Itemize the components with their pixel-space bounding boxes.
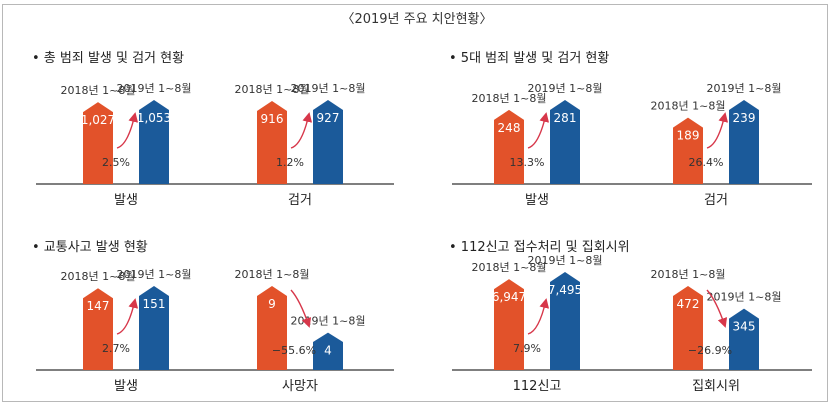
period-label-y2019-p1-g2: 2019년 1~8월 [291,82,366,95]
change-label-p3-g2: −55.6% [272,344,316,357]
bar-y2019-p1-g1 [139,100,169,184]
change-arrow-p2-g2 [706,112,729,149]
value-label-y2018-p4-g2: 472 [677,297,700,311]
bar-y2018-p3-g2 [257,286,287,370]
change-arrow-p2-g1 [527,112,550,149]
category-label-p2-g1: 발생 [525,193,549,208]
change-label-p1-g1: 2.5% [102,156,130,169]
value-label-y2019-p1-g2: 927 [317,111,340,125]
panel-title-five-crimes: • 5대 범죄 발생 및 검거 현황 [449,51,610,66]
change-arrow-p1-g1 [116,112,139,149]
period-label-y2019-p2-g2: 2019년 1~8월 [707,82,782,95]
period-label-y2018-p1-g2: 2018년 1~8월 [235,83,310,96]
bar-y2019-p2-g2 [729,100,759,184]
period-label-y2018-p2-g2: 2018년 1~8월 [651,100,726,113]
panel-title-112: • 112신고 접수처리 및 집회시위 [449,240,630,255]
value-label-y2018-p2-g1: 248 [498,121,521,135]
value-label-y2018-p1-g2: 916 [261,112,284,126]
panel-title-traffic: • 교통사고 발생 현황 [32,240,148,255]
value-label-y2018-p2-g2: 189 [677,129,700,143]
period-label-y2018-p3-g2: 2018년 1~8월 [235,268,310,281]
category-label-p4-g2: 집회시위 [692,379,740,394]
value-label-y2019-p3-g2: 4 [324,344,332,358]
figure-frame [2,4,828,402]
bar-y2018-p2-g1 [494,109,524,184]
period-label-y2019-p2-g1: 2019년 1~8월 [528,82,603,95]
period-label-y2019-p4-g2: 2019년 1~8월 [707,291,782,304]
category-label-p3-g2: 사망자 [282,379,318,394]
change-label-p2-g2: 26.4% [689,156,724,169]
change-label-p3-g1: 2.7% [102,342,130,355]
value-label-y2019-p2-g2: 239 [733,111,756,125]
bar-y2019-p3-g1 [139,286,169,370]
change-arrow-p4-g2 [706,289,728,328]
category-label-p1-g2: 검거 [288,193,312,208]
period-label-y2019-p1-g1: 2019년 1~8월 [117,82,192,95]
period-label-y2018-p4-g1: 2018년 1~8월 [472,261,547,274]
period-label-y2018-p2-g1: 2018년 1~8월 [472,92,547,105]
change-label-p1-g2: 1.2% [276,156,304,169]
value-label-y2018-p3-g2: 9 [268,297,276,311]
change-label-p2-g1: 13.3% [510,156,545,169]
panel-title-total-crime: • 총 범죄 발생 및 검거 현황 [32,51,185,66]
bar-y2019-p4-g2 [729,308,759,370]
period-label-y2019-p4-g1: 2019년 1~8월 [528,254,603,267]
bar-y2018-p4-g1 [494,279,524,370]
value-label-y2019-p1-g1: 1,053 [137,111,171,125]
category-label-p3-g1: 발생 [114,379,138,394]
figure-title: 〈2019년 주요 치안현황〉 [341,12,493,27]
bar-y2019-p3-g2 [313,332,343,370]
bar-y2019-p1-g2 [313,100,343,184]
change-arrow-p3-g2 [290,289,312,328]
bar-y2018-p1-g1 [83,102,113,184]
period-label-y2019-p3-g1: 2019년 1~8월 [117,268,192,281]
category-label-p1-g1: 발생 [114,193,138,208]
bar-y2018-p4-g2 [673,286,703,370]
category-label-p4-g1: 112신고 [513,379,562,394]
bar-y2019-p4-g1 [550,272,580,370]
value-label-y2019-p3-g1: 151 [143,297,166,311]
value-label-y2019-p4-g2: 345 [733,320,756,334]
change-arrow-p1-g2 [290,112,313,149]
bar-y2018-p3-g1 [83,288,113,370]
period-label-y2019-p3-g2: 2019년 1~8월 [291,315,366,328]
bar-y2018-p1-g2 [257,100,287,184]
bar-y2018-p2-g2 [673,117,703,184]
bar-y2019-p2-g1 [550,100,580,184]
change-label-p4-g2: −26.9% [688,344,732,357]
value-label-y2018-p4-g1: 6,947 [492,290,526,304]
period-label-y2018-p3-g1: 2018년 1~8월 [61,270,136,283]
change-arrow-p4-g1 [527,298,550,335]
change-arrow-p3-g1 [116,298,139,335]
period-label-y2018-p4-g2: 2018년 1~8월 [651,268,726,281]
value-label-y2018-p3-g1: 147 [87,299,110,313]
category-label-p2-g2: 검거 [704,193,728,208]
value-label-y2019-p2-g1: 281 [554,111,577,125]
change-label-p4-g1: 7.9% [513,342,541,355]
value-label-y2019-p4-g1: 7,495 [548,283,582,297]
value-label-y2018-p1-g1: 1,027 [81,113,115,127]
period-label-y2018-p1-g1: 2018년 1~8월 [61,84,136,97]
